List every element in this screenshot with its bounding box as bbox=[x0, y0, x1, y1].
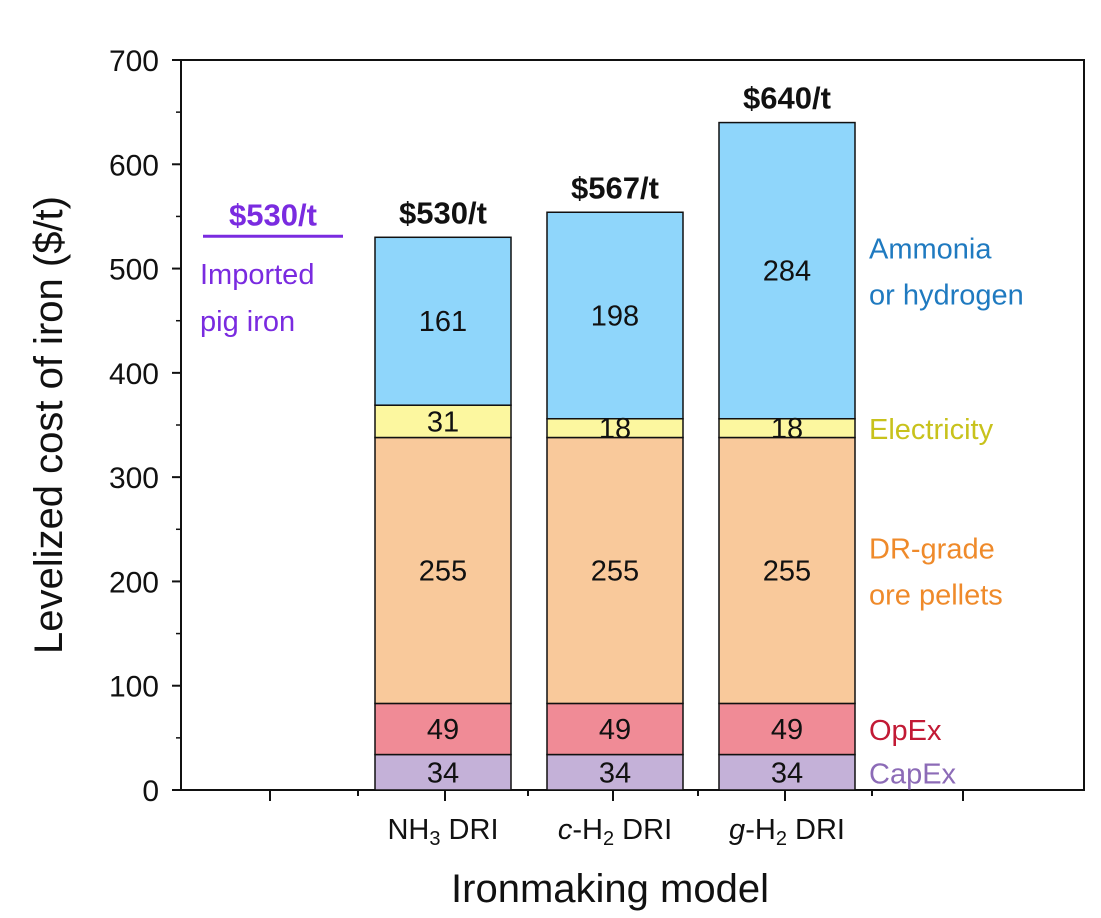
y-tick-label: 0 bbox=[142, 775, 159, 808]
y-tick-label: 400 bbox=[109, 358, 159, 391]
x-tick-label: g-H2 DRI bbox=[729, 814, 845, 850]
segment-value-label: 18 bbox=[771, 413, 803, 445]
segment-value-label: 49 bbox=[599, 714, 631, 746]
segment-value-label: 255 bbox=[419, 555, 467, 587]
benchmark-value-label: $530/t bbox=[229, 197, 317, 232]
bar-segment bbox=[546, 211, 684, 420]
legend-entry: OpEx bbox=[869, 715, 942, 747]
x-tick-label: NH3 DRI bbox=[387, 814, 498, 850]
bar-segment bbox=[546, 702, 684, 756]
bar-segment bbox=[374, 753, 512, 791]
y-tick-label: 100 bbox=[109, 671, 159, 704]
segment-value-label: 49 bbox=[771, 714, 803, 746]
segment-value-label: 34 bbox=[427, 757, 459, 789]
bar-segment bbox=[374, 236, 512, 406]
y-tick-label: 500 bbox=[109, 254, 159, 287]
y-tick-label: 700 bbox=[109, 45, 159, 78]
segment-value-label: 255 bbox=[763, 555, 811, 587]
segment-value-label: 255 bbox=[591, 555, 639, 587]
segment-value-label: 34 bbox=[771, 757, 803, 789]
segment-value-label: 161 bbox=[419, 306, 467, 338]
benchmark-caption: Imported pig iron bbox=[200, 259, 314, 338]
legend: CapEx OpEx DR-grade ore pellets Electricity A… bbox=[869, 234, 1024, 791]
bar-total-label: $640/t bbox=[743, 81, 831, 116]
segment-value-label: 198 bbox=[591, 301, 639, 333]
legend-entry: Electricity bbox=[869, 414, 994, 446]
y-tick-label: 600 bbox=[109, 149, 159, 182]
bar-segment bbox=[374, 436, 512, 705]
legend-entry: DR-grade ore pellets bbox=[869, 533, 1003, 611]
axis-ticks: 0 100 200 300 400 500 600 700 bbox=[109, 45, 964, 808]
bar-segment bbox=[718, 753, 856, 791]
bar-segment bbox=[718, 436, 856, 705]
bar-segment bbox=[718, 121, 856, 420]
bars bbox=[374, 121, 856, 791]
y-axis-title: Levelized cost of iron ($/t) bbox=[27, 196, 71, 654]
segment-labels: 34 49 255 31 161 34 49 255 18 198 34 49 255 18 284 bbox=[419, 256, 811, 790]
segment-value-label: 31 bbox=[427, 406, 459, 438]
legend-entry: CapEx bbox=[869, 758, 957, 790]
total-labels: $530/t $567/t $640/t bbox=[399, 81, 831, 231]
legend-entry: Ammonia or hydrogen bbox=[869, 234, 1024, 312]
segment-value-label: 284 bbox=[763, 256, 811, 288]
bar-segment bbox=[546, 753, 684, 791]
y-tick-label: 200 bbox=[109, 566, 159, 599]
segment-value-label: 18 bbox=[599, 413, 631, 445]
y-tick-label: 300 bbox=[109, 462, 159, 495]
benchmark-annotation: $530/t Imported pig iron bbox=[200, 197, 343, 338]
bar-total-label: $567/t bbox=[571, 170, 659, 205]
x-tick-label: c-H2 DRI bbox=[558, 814, 672, 850]
segment-value-label: 49 bbox=[427, 714, 459, 746]
x-axis-title: Ironmaking model bbox=[451, 867, 769, 911]
bar-segment bbox=[546, 436, 684, 705]
category-labels: NH3 DRI c-H2 DRI g-H2 DRI bbox=[387, 814, 844, 850]
segment-value-label: 34 bbox=[599, 757, 631, 789]
bar-total-label: $530/t bbox=[399, 195, 487, 230]
